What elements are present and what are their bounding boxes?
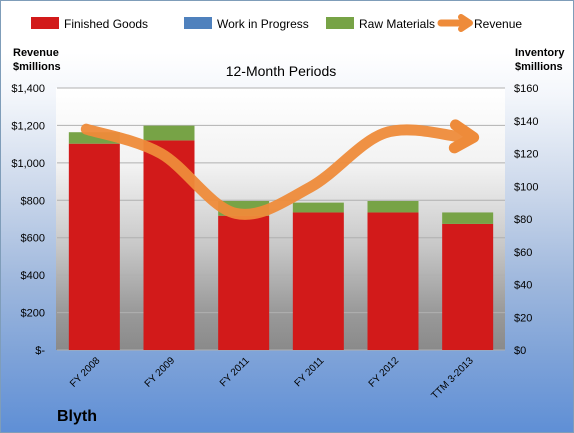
right-tick-label: $100 xyxy=(514,181,538,193)
legend: Finished Goods Work in Progress Raw Materi… xyxy=(31,14,522,32)
legend-swatch xyxy=(326,17,354,29)
revenue-arrow-head xyxy=(448,119,480,154)
left-tick-label: $400 xyxy=(21,270,45,282)
x-tick-label: FY 2009 xyxy=(143,355,178,390)
legend-label: Raw Materials xyxy=(359,17,435,31)
bar-raw-materials xyxy=(292,202,344,213)
bar-raw-materials xyxy=(68,132,120,144)
bar-finished-goods xyxy=(367,212,419,350)
left-tick-label: $200 xyxy=(21,308,45,320)
legend-label: Finished Goods xyxy=(64,17,148,31)
bar-finished-goods xyxy=(442,223,494,350)
left-axis-label-line2: $millions xyxy=(13,61,61,73)
left-tick-label: $800 xyxy=(21,195,45,207)
right-tick-label: $140 xyxy=(514,116,538,128)
x-tick-label: FY 2008 xyxy=(68,355,103,390)
left-tick-label: $1,200 xyxy=(11,120,45,132)
x-tick-label: FY 2011 xyxy=(293,355,327,389)
right-tick-label: $40 xyxy=(514,280,532,292)
bar-finished-goods xyxy=(218,215,270,350)
left-tick-label: $600 xyxy=(21,233,45,245)
right-tick-label: $120 xyxy=(514,149,538,161)
right-axis-label-line2: $millions xyxy=(515,61,563,73)
right-axis: $0 $20 $40 $60 $80 $100 $120 $140 $160 xyxy=(514,83,538,357)
left-axis: $- $200 $400 $600 $800 $1,000 $1,200 $1,400 xyxy=(11,83,45,357)
x-tick-label: TTM 3-2013 xyxy=(429,355,476,402)
right-tick-label: $60 xyxy=(514,247,532,259)
bar-raw-materials xyxy=(442,212,494,224)
left-axis-label: Revenue $millions xyxy=(13,47,62,73)
company-name: Blyth xyxy=(57,408,97,425)
bars xyxy=(68,125,494,350)
legend-swatch xyxy=(31,17,59,29)
revenue-line xyxy=(80,119,480,220)
right-tick-label: $20 xyxy=(514,312,532,324)
chart-title: 12-Month Periods xyxy=(226,63,337,79)
left-tick-label: $1,000 xyxy=(11,158,45,170)
x-tick-label: FY 2011 xyxy=(218,355,252,389)
left-axis-label-line1: Revenue xyxy=(13,47,59,59)
right-axis-label: Inventory $millions xyxy=(515,47,568,73)
x-axis: FY 2008 FY 2009 FY 2011 FY 2011 FY 2012 TTM 3… xyxy=(68,355,476,402)
right-tick-label: $160 xyxy=(514,83,538,95)
left-tick-label: $1,400 xyxy=(11,83,45,95)
bar-raw-materials xyxy=(143,125,195,141)
gridlines xyxy=(57,87,505,351)
legend-swatch xyxy=(184,17,212,29)
bar-finished-goods xyxy=(292,212,344,350)
legend-swatch-arrow xyxy=(458,14,473,32)
bar-finished-goods xyxy=(68,143,120,350)
revenue-line-path xyxy=(80,123,466,220)
right-axis-label-line1: Inventory xyxy=(515,47,565,59)
legend-label: Revenue xyxy=(474,17,522,31)
right-tick-label: $80 xyxy=(514,214,532,226)
bar-raw-materials xyxy=(367,200,419,213)
x-tick-label: FY 2012 xyxy=(367,355,402,390)
right-tick-label: $0 xyxy=(514,345,526,357)
left-tick-label: $- xyxy=(35,345,45,357)
legend-label: Work in Progress xyxy=(217,17,309,31)
